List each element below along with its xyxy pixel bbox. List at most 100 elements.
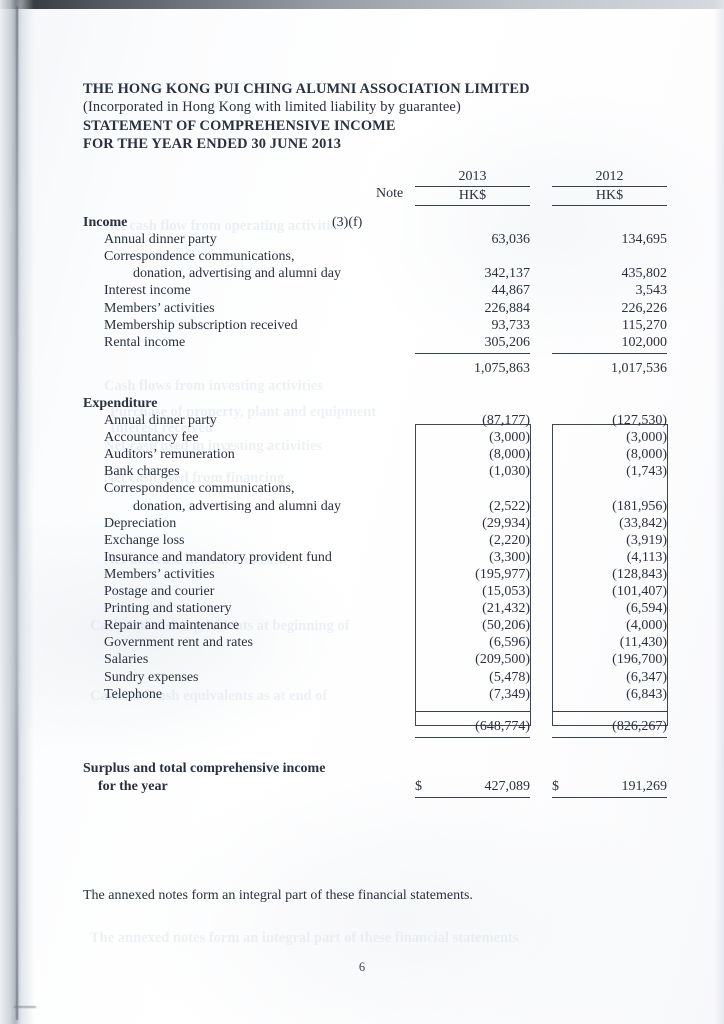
income-heading-row: Income (3)(f): [0, 214, 724, 231]
expenditure-row: Insurance and mandatory provident fund (3…: [0, 549, 724, 566]
income-value-2012: 435,802: [621, 266, 668, 282]
total-rule-2013: [415, 352, 530, 354]
expenditure-value-2013: (15,053): [482, 584, 530, 599]
expenditure-row: Government rent and rates (6,596) (11,430): [0, 634, 724, 651]
income-row: Membership subscription received 93,733 11…: [0, 317, 724, 334]
expenditure-value-2013: (8,000): [489, 447, 530, 463]
expenditure-row: Correspondence communications,: [0, 480, 724, 497]
expenditure-value-2012: (33,842): [619, 515, 667, 531]
expenditure-value-2013: (6,596): [489, 635, 530, 651]
expenditure-row: Salaries (209,500) (196,700): [0, 651, 724, 668]
expenditure-value-2012: (1,743): [626, 464, 667, 480]
income-row-label: Interest income: [104, 283, 191, 299]
income-row-label: Correspondence communications,: [104, 249, 295, 265]
expenditure-row-label: Accountancy fee: [104, 430, 199, 446]
expenditure-total-2013: (648,774): [475, 718, 530, 734]
expenditure-row: Auditors’ remuneration (8,000) (8,000): [0, 446, 724, 463]
total-rule-2012: [552, 736, 667, 738]
expenditure-value-2012: (6,843): [626, 686, 667, 702]
expenditure-row: donation, advertising and alumni day (2,5…: [0, 498, 724, 515]
expenditure-value-2013: (3,300): [489, 549, 530, 565]
expenditure-value-2013: (209,500): [475, 652, 530, 668]
expenditure-row: Bank charges (1,030) (1,743): [0, 463, 724, 480]
expenditure-row-label: Members’ activities: [104, 566, 215, 582]
expenditure-value-2012: (4,113): [626, 549, 667, 565]
expenditure-row-label: Salaries: [104, 652, 149, 668]
expenditure-row: Depreciation (29,934) (33,842): [0, 515, 724, 532]
income-value-2012: 3,543: [635, 283, 668, 299]
expenditure-value-2013: (29,934): [482, 515, 530, 531]
income-row: Rental income 305,206 102,000: [0, 334, 724, 351]
surplus-label-line2: for the year: [98, 778, 168, 794]
income-row-label: Membership subscription received: [104, 317, 298, 333]
expenditure-value-2012: (127,530): [612, 413, 667, 428]
income-value-2012: 102,000: [621, 334, 668, 350]
scan-left-binding-line: [16, 6, 18, 1020]
expenditure-heading: Expenditure: [83, 395, 158, 411]
expenditure-value-2012: (4,000): [626, 618, 667, 634]
column-header-2012-year: 2012: [552, 168, 667, 187]
expenditure-box-2012: [552, 424, 668, 726]
expenditure-heading-row: Expenditure: [0, 395, 724, 412]
column-header-2013-year: 2013: [415, 168, 530, 187]
expenditure-total-2012: (826,267): [612, 718, 667, 734]
expenditure-row-label: Exchange loss: [104, 532, 185, 548]
income-total-row: 1,075,863 1,017,536: [0, 360, 724, 377]
expenditure-row: Annual dinner party (87,177) (127,530): [0, 412, 724, 429]
surplus-currency-2013: $: [415, 778, 422, 794]
income-row-label: Members’ activities: [104, 300, 215, 316]
expenditure-row-label: Annual dinner party: [104, 413, 217, 428]
expenditure-value-2012: (128,843): [612, 566, 667, 582]
expenditure-row-label: Printing and stationery: [104, 601, 232, 617]
footnote: The annexed notes form an integral part …: [83, 888, 473, 903]
expenditure-row-label: Auditors’ remuneration: [104, 447, 235, 463]
income-value-2013: 342,137: [484, 266, 531, 282]
expenditure-row: Postage and courier (15,053) (101,407): [0, 583, 724, 600]
expenditure-value-2013: (2,522): [489, 498, 530, 514]
expenditure-value-2013: (87,177): [482, 413, 530, 428]
income-row: Interest income 44,867 3,543: [0, 282, 724, 299]
expenditure-row-label: Telephone: [104, 686, 163, 702]
scan-bottom-edge-artifact: [14, 1006, 36, 1008]
expenditure-value-2012: (196,700): [612, 652, 667, 668]
expenditure-value-2012: (6,347): [626, 669, 667, 685]
expenditure-row-label: Bank charges: [104, 464, 180, 480]
income-value-2012: 226,226: [621, 300, 668, 316]
page-number: 6: [358, 960, 366, 974]
expenditure-row-label: Postage and courier: [104, 584, 215, 599]
expenditure-row-label: Repair and maintenance: [104, 618, 240, 634]
column-header-2012-currency: HK$: [552, 187, 667, 206]
surplus-currency-2012: $: [552, 778, 559, 794]
surplus-underline-2013: [415, 797, 530, 798]
expenditure-row-label: Sundry expenses: [104, 669, 199, 685]
row-note-reference: (3)(f): [332, 215, 363, 230]
income-row: donation, advertising and alumni day 342,…: [0, 265, 724, 282]
expenditure-row: Members’ activities (195,977) (128,843): [0, 566, 724, 583]
column-header-2013: 2013 HK$: [415, 168, 530, 206]
expenditure-value-2013: (7,349): [489, 686, 530, 702]
statement-period: FOR THE YEAR ENDED 30 JUNE 2013: [83, 136, 342, 153]
note-column-header: Note: [376, 186, 404, 201]
column-header-2012: 2012 HK$: [552, 168, 667, 206]
income-value-2013: 93,733: [491, 317, 531, 333]
income-row: Correspondence communications,: [0, 248, 724, 265]
expenditure-value-2012: (3,919): [626, 532, 667, 548]
expenditure-row-label: Depreciation: [104, 515, 177, 531]
expenditure-row-label: Government rent and rates: [104, 635, 253, 651]
column-header-2013-currency: HK$: [415, 187, 530, 206]
income-value-2012: 115,270: [622, 317, 667, 333]
expenditure-value-2013: (50,206): [482, 618, 530, 634]
expenditure-row: Telephone (7,349) (6,843): [0, 686, 724, 703]
income-value-2013: 63,036: [491, 232, 531, 248]
surplus-value-2012: 191,269: [621, 778, 668, 794]
scan-top-edge-artifact: [0, 0, 724, 9]
expenditure-value-2013: (195,977): [475, 566, 530, 582]
expenditure-value-2013: (5,478): [489, 669, 530, 685]
total-rule-2013: [415, 710, 530, 712]
income-row-label: Rental income: [104, 334, 186, 350]
expenditure-value-2012: (101,407): [612, 584, 667, 599]
expenditure-value-2013: (1,030): [489, 464, 530, 480]
company-name: THE HONG KONG PUI CHING ALUMNI ASSOCIATI…: [83, 81, 530, 97]
